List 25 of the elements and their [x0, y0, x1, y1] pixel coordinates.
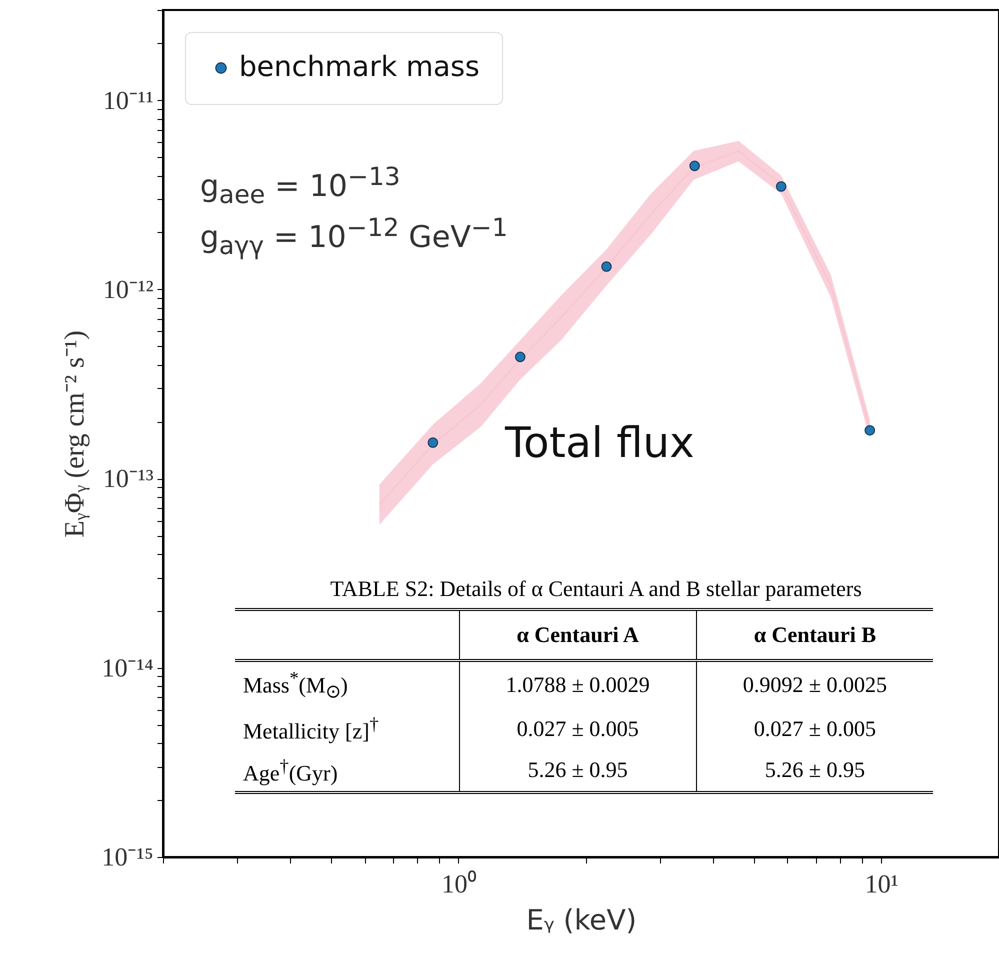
annotation: 5.26 ± 0.95 [459, 750, 696, 793]
legend-label: benchmark mass [239, 50, 480, 83]
annotation: α Centauri A [459, 610, 696, 661]
y-tick-label: 10⁻¹⁴ [102, 653, 154, 682]
x-tick-label: 10¹ [864, 870, 899, 898]
annotation: Metallicity [z]$^{†}$ [242, 713, 380, 746]
annotation: 0.027 ± 0.005 [696, 708, 933, 750]
y-tick-label: 10⁻¹⁵ [102, 842, 154, 872]
annotation: 1.0788 ± 0.0029 [459, 660, 696, 708]
annotation: TABLE S2: Details of α Centauri A and B stellar parameters [329, 576, 863, 602]
annotation: Mass$^{*}$(M$_{⊙}$) [242, 667, 349, 704]
y-tick-label: 10⁻¹¹ [102, 86, 154, 115]
annotation: 5.26 ± 0.95 [696, 750, 933, 793]
x-axis-title: Eᵧ (keV) [526, 904, 637, 936]
annotation: 0.027 ± 0.005 [459, 708, 696, 750]
annotation: 0.9092 ± 0.0025 [696, 660, 933, 708]
annotation: g$_{aγγ}$ = 10$^{−12}$ GeV$^{−1}$ [200, 213, 508, 260]
annotation: Age$^{†}$(Gyr) [242, 754, 339, 788]
annotation: α Centauri B [696, 610, 933, 661]
annotation: Total flux [505, 418, 694, 467]
y-axis-title: EᵧΦᵧ (erg cm⁻² s⁻¹) [60, 330, 91, 538]
x-tick-label: 10⁰ [441, 870, 476, 898]
annotation: g$_{aee}$ = 10$^{−13}$ [200, 162, 400, 209]
y-tick-label: 10⁻¹³ [102, 464, 154, 494]
y-tick-label: 10⁻¹² [102, 274, 154, 304]
